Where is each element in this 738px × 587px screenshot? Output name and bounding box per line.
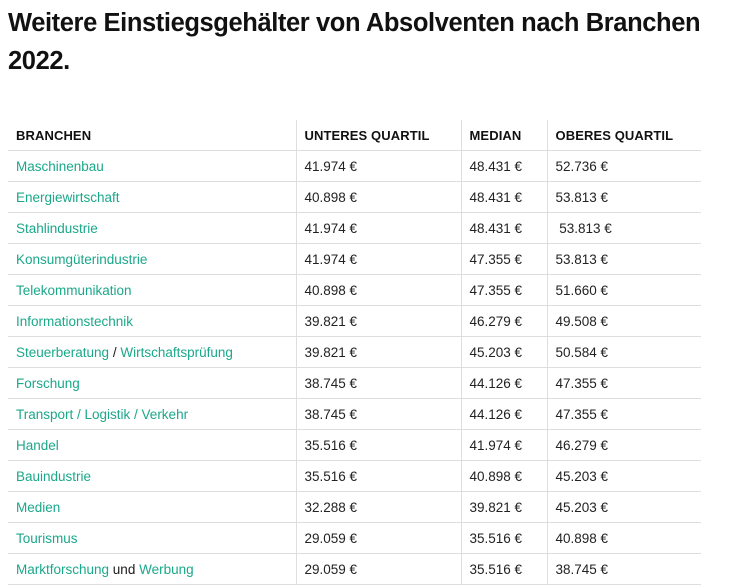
cell-oberes-quartil: 45.203 € xyxy=(546,491,701,523)
cell-oberes-quartil: 47.355 € xyxy=(546,367,701,399)
cell-unteres-quartil: 41.974 € xyxy=(295,150,461,182)
cell-median: 48.431 € xyxy=(460,212,547,244)
cell-branche: Stahlindustrie xyxy=(8,212,296,244)
table-row: Steuerberatung / Wirtschaftsprüfung 39.82… xyxy=(8,336,701,368)
cell-unteres-quartil: 29.059 € xyxy=(295,553,461,585)
table-body: Maschinenbau 41.974 €48.431 €52.736 € Ener… xyxy=(8,150,701,585)
branche-link[interactable]: Werbung xyxy=(139,561,194,577)
cell-branche: Steuerberatung / Wirtschaftsprüfung xyxy=(8,336,296,368)
branche-link[interactable]: Informationstechnik xyxy=(16,313,134,329)
salary-table: BRANCHEN UNTERES QUARTIL MEDIAN OBERES Q… xyxy=(8,120,701,585)
cell-median: 39.821 € xyxy=(460,491,547,523)
cell-branche: Konsumgüterindustrie xyxy=(8,243,296,275)
branche-link[interactable]: Wirtschaftsprüfung xyxy=(120,344,233,360)
cell-median: 44.126 € xyxy=(460,398,547,430)
cell-oberes-quartil: 51.660 € xyxy=(546,274,701,306)
table-row: Bauindustrie 35.516 €40.898 €45.203 € xyxy=(8,460,701,492)
cell-branche: Tourismus xyxy=(8,522,296,554)
column-header-median: MEDIAN xyxy=(460,120,547,151)
branche-link[interactable]: Medien xyxy=(16,499,61,515)
cell-branche: Informationstechnik xyxy=(8,305,296,337)
table-row: Handel 35.516 €41.974 €46.279 € xyxy=(8,429,701,461)
table-row: Forschung 38.745 €44.126 €47.355 € xyxy=(8,367,701,399)
cell-branche: Marktforschung und Werbung xyxy=(8,553,296,585)
table-row: Transport / Logistik / Verkehr 38.745 €44… xyxy=(8,398,701,430)
cell-unteres-quartil: 38.745 € xyxy=(295,367,461,399)
branche-link[interactable]: Marktforschung xyxy=(16,561,110,577)
table-row: Marktforschung und Werbung 29.059 €35.516… xyxy=(8,553,701,585)
branche-link[interactable]: Telekommunikation xyxy=(16,282,132,298)
cell-unteres-quartil: 38.745 € xyxy=(295,398,461,430)
cell-branche: Maschinenbau xyxy=(8,150,296,182)
cell-median: 44.126 € xyxy=(460,367,547,399)
cell-oberes-quartil: 46.279 € xyxy=(546,429,701,461)
cell-oberes-quartil: 53.813 € xyxy=(546,212,701,244)
column-header-branchen: BRANCHEN xyxy=(8,120,296,151)
branche-link[interactable]: Forschung xyxy=(16,375,80,391)
cell-oberes-quartil: 47.355 € xyxy=(546,398,701,430)
table-row: Tourismus 29.059 €35.516 €40.898 € xyxy=(8,522,701,554)
table-row: Medien 32.288 €39.821 €45.203 € xyxy=(8,491,701,523)
table-row: Maschinenbau 41.974 €48.431 €52.736 € xyxy=(8,150,701,182)
cell-unteres-quartil: 39.821 € xyxy=(295,305,461,337)
cell-unteres-quartil: 29.059 € xyxy=(295,522,461,554)
cell-oberes-quartil: 49.508 € xyxy=(546,305,701,337)
cell-median: 46.279 € xyxy=(460,305,547,337)
cell-median: 48.431 € xyxy=(460,150,547,182)
cell-branche: Telekommunikation xyxy=(8,274,296,306)
cell-median: 47.355 € xyxy=(460,274,547,306)
branche-link[interactable]: Transport / Logistik / Verkehr xyxy=(16,406,189,422)
cell-unteres-quartil: 41.974 € xyxy=(295,212,461,244)
cell-unteres-quartil: 41.974 € xyxy=(295,243,461,275)
branche-separator: / xyxy=(109,344,121,360)
table-row: Stahlindustrie 41.974 €48.431 € 53.813 € xyxy=(8,212,701,244)
cell-oberes-quartil: 50.584 € xyxy=(546,336,701,368)
cell-unteres-quartil: 35.516 € xyxy=(295,460,461,492)
cell-unteres-quartil: 35.516 € xyxy=(295,429,461,461)
cell-median: 35.516 € xyxy=(460,553,547,585)
cell-branche: Energiewirtschaft xyxy=(8,181,296,213)
cell-oberes-quartil: 53.813 € xyxy=(546,243,701,275)
cell-median: 47.355 € xyxy=(460,243,547,275)
column-header-unteres-quartil: UNTERES QUARTIL xyxy=(295,120,461,151)
table-row: Telekommunikation 40.898 €47.355 €51.660 … xyxy=(8,274,701,306)
cell-median: 41.974 € xyxy=(460,429,547,461)
table-row: Konsumgüterindustrie 41.974 €47.355 €53.8… xyxy=(8,243,701,275)
cell-median: 45.203 € xyxy=(460,336,547,368)
branche-link[interactable]: Stahlindustrie xyxy=(16,220,98,236)
cell-unteres-quartil: 32.288 € xyxy=(295,491,461,523)
branche-separator: und xyxy=(109,561,140,577)
cell-median: 35.516 € xyxy=(460,522,547,554)
branche-link[interactable]: Maschinenbau xyxy=(16,158,104,174)
branche-link[interactable]: Bauindustrie xyxy=(16,468,92,484)
cell-oberes-quartil: 52.736 € xyxy=(546,150,701,182)
cell-oberes-quartil: 40.898 € xyxy=(546,522,701,554)
branche-link[interactable]: Tourismus xyxy=(16,530,78,546)
cell-median: 48.431 € xyxy=(460,181,547,213)
cell-unteres-quartil: 40.898 € xyxy=(295,274,461,306)
page-title: Weitere Einstiegsgehälter von Absolvente… xyxy=(8,9,701,75)
cell-unteres-quartil: 39.821 € xyxy=(295,336,461,368)
table-row: Energiewirtschaft 40.898 €48.431 €53.813 … xyxy=(8,181,701,213)
cell-oberes-quartil: 45.203 € xyxy=(546,460,701,492)
branche-link[interactable]: Handel xyxy=(16,437,59,453)
cell-oberes-quartil: 53.813 € xyxy=(546,181,701,213)
branche-link[interactable]: Steuerberatung xyxy=(16,344,110,360)
table-row: Informationstechnik 39.821 €46.279 €49.50… xyxy=(8,305,701,337)
branche-link[interactable]: Konsumgüterindustrie xyxy=(16,251,148,267)
cell-median: 40.898 € xyxy=(460,460,547,492)
table-header-row: BRANCHEN UNTERES QUARTIL MEDIAN OBERES Q… xyxy=(8,120,701,151)
cell-branche: Transport / Logistik / Verkehr xyxy=(8,398,296,430)
cell-branche: Forschung xyxy=(8,367,296,399)
cell-unteres-quartil: 40.898 € xyxy=(295,181,461,213)
column-header-oberes-quartil: OBERES QUARTIL xyxy=(546,120,701,151)
cell-branche: Handel xyxy=(8,429,296,461)
cell-oberes-quartil: 38.745 € xyxy=(546,553,701,585)
cell-branche: Bauindustrie xyxy=(8,460,296,492)
branche-link[interactable]: Energiewirtschaft xyxy=(16,189,120,205)
cell-branche: Medien xyxy=(8,491,296,523)
